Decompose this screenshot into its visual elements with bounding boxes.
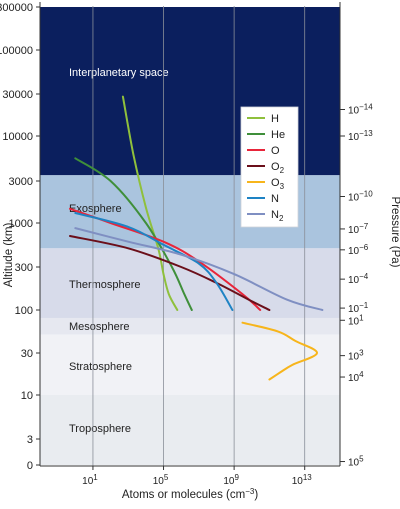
layer-label: Mesosphere bbox=[69, 321, 130, 333]
x-axis-title: Atoms or molecules (cm−3) bbox=[122, 487, 258, 501]
legend-label: He bbox=[271, 129, 285, 141]
x-tick-label: 109 bbox=[223, 473, 239, 487]
y-tick-label: 300 bbox=[15, 262, 33, 274]
y2-axis-title: Pressure (Pa) bbox=[389, 197, 400, 268]
y-tick-label: 3000 bbox=[9, 176, 33, 188]
pressure-tick-label: 105 bbox=[348, 455, 364, 469]
series-line-n2 bbox=[74, 227, 324, 311]
y-tick-label: 0 bbox=[27, 460, 33, 472]
pressure-tick-label: 10−6 bbox=[348, 243, 369, 257]
pressure-tick-label: 10−14 bbox=[348, 103, 373, 117]
y-tick-label: 100 bbox=[15, 305, 33, 317]
series-line-o2 bbox=[69, 235, 271, 311]
layer-band bbox=[40, 317, 340, 335]
y-tick-label: 3 bbox=[27, 434, 33, 446]
pressure-tick-label: 10−13 bbox=[348, 129, 373, 143]
y-tick-label: 10000 bbox=[2, 131, 33, 143]
y-tick-label: 10 bbox=[21, 390, 33, 402]
x-tick-label: 105 bbox=[153, 473, 169, 487]
series-line-o3 bbox=[241, 321, 318, 381]
y-tick-label: 100000 bbox=[0, 45, 33, 57]
legend-label: O bbox=[271, 145, 280, 157]
layer-label: Interplanetary space bbox=[69, 67, 169, 79]
layer-band bbox=[40, 334, 340, 395]
legend-label: N2 bbox=[271, 209, 284, 223]
layer-band bbox=[40, 395, 340, 465]
pressure-tick-label: 10−1 bbox=[348, 301, 369, 315]
layer-label: Thermosphere bbox=[69, 279, 141, 291]
legend-label: H bbox=[271, 113, 279, 125]
legend-label: N bbox=[271, 193, 279, 205]
legend-label: O3 bbox=[271, 177, 285, 191]
x-tick-label: 1013 bbox=[292, 473, 313, 487]
legend-label: O2 bbox=[271, 161, 285, 175]
y-tick-label: 300000 bbox=[0, 2, 33, 14]
pressure-tick-label: 10−7 bbox=[348, 222, 369, 236]
layer-label: Stratosphere bbox=[69, 361, 132, 373]
pressure-tick-label: 104 bbox=[348, 370, 364, 384]
layer-label: Troposphere bbox=[69, 423, 131, 435]
y-tick-label: 1000 bbox=[9, 218, 33, 230]
pressure-tick-label: 10−10 bbox=[348, 190, 373, 204]
y-tick-label: 30 bbox=[21, 348, 33, 360]
y-axis-title: Altitude (km) bbox=[3, 223, 15, 288]
x-tick-label: 101 bbox=[82, 473, 98, 487]
pressure-tick-label: 10−4 bbox=[348, 272, 369, 286]
pressure-tick-label: 101 bbox=[348, 313, 364, 327]
series-line-he bbox=[74, 157, 193, 311]
pressure-tick-label: 103 bbox=[348, 349, 364, 363]
y-tick-label: 30000 bbox=[2, 89, 33, 101]
